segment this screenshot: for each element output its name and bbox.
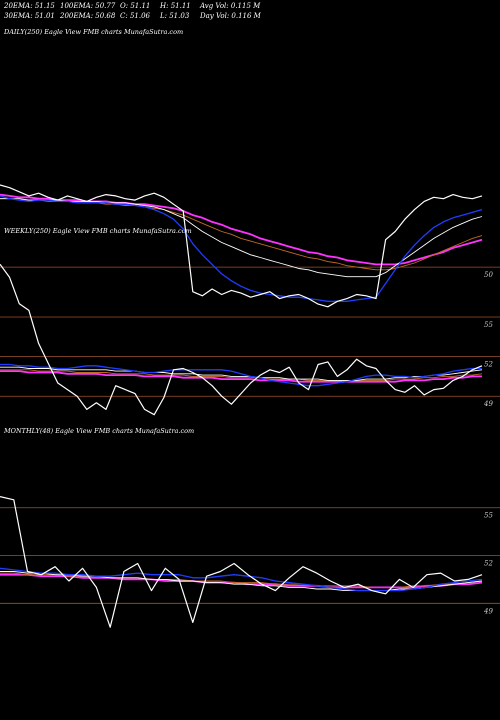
series-line-1-0 bbox=[0, 263, 483, 416]
level-label-1-1: 52 bbox=[484, 361, 493, 369]
series-line-1-4 bbox=[0, 370, 482, 383]
chart-panel-0: 50 bbox=[0, 184, 500, 308]
series-line-1-1 bbox=[0, 363, 482, 387]
level-label-2-0: 55 bbox=[484, 512, 493, 520]
chart-panel-1: 55 52 49 bbox=[0, 263, 500, 416]
series-line-1-3 bbox=[0, 369, 483, 381]
daily-panel-title: DAILY(250) Eagle View FMB charts MunafaS… bbox=[4, 28, 184, 36]
level-label-2-2: 49 bbox=[483, 607, 493, 615]
series-line-2-1 bbox=[0, 567, 483, 592]
close-label: C: 51.06 bbox=[120, 12, 150, 20]
monthly-panel-title: MONTHLY(48) Eagle View FMB charts Munafa… bbox=[4, 427, 195, 435]
series-line-0-3 bbox=[0, 198, 483, 271]
low-label: L: 51.03 bbox=[160, 12, 190, 20]
ema20-label: 20EMA: 51.15 bbox=[4, 2, 55, 10]
ema100-label: 100EMA: 50.77 bbox=[60, 2, 116, 10]
avg-vol-label: Avg Vol: 0.115 M bbox=[200, 2, 261, 10]
ema200-label: 200EMA: 50.68 bbox=[60, 12, 116, 20]
series-line-2-0 bbox=[0, 496, 483, 628]
series-line-0-2 bbox=[0, 198, 483, 278]
level-label-1-2: 49 bbox=[483, 400, 493, 408]
high-label: H: 51.11 bbox=[160, 2, 191, 10]
level-label-1-0: 55 bbox=[484, 321, 493, 329]
open-label: O: 51.11 bbox=[120, 2, 151, 10]
series-line-0-0 bbox=[0, 184, 483, 308]
weekly-panel-title: WEEKLY(250) Eagle View FMB charts Munafa… bbox=[4, 227, 192, 235]
ema30-label: 30EMA: 51.01 bbox=[4, 12, 55, 20]
chart-panel-2: 55 52 49 bbox=[0, 496, 500, 628]
series-line-2-2 bbox=[0, 571, 483, 592]
series-line-1-2 bbox=[0, 366, 483, 381]
level-label-0-0: 50 bbox=[484, 271, 493, 279]
series-line-0-1 bbox=[0, 195, 483, 302]
series-line-0-4 bbox=[0, 193, 483, 266]
day-vol-label: Day Vol: 0.116 M bbox=[200, 12, 261, 20]
level-label-2-1: 52 bbox=[484, 560, 493, 568]
